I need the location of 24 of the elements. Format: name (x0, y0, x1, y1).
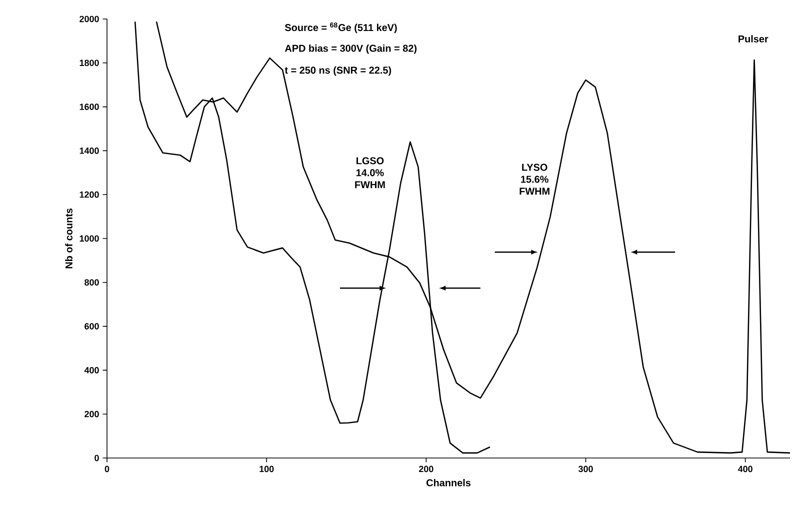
y-tick-label: 0 (94, 454, 99, 462)
annotation: APD bias = 300V (Gain = 82) (284, 44, 417, 54)
x-tick-label: 0 (104, 466, 110, 472)
x-tick-label: 300 (578, 466, 593, 472)
y-tick-label: 200 (84, 410, 99, 418)
annotation: t = 250 ns (SNR = 22.5) (284, 66, 392, 76)
y-tick-label: 800 (84, 279, 99, 286)
y-tick-label: 1800 (80, 60, 99, 66)
y-tick-label: 2000 (80, 16, 99, 22)
y-tick-label: 600 (84, 323, 99, 330)
annotation: LGSO 14.0% FWHM (355, 157, 385, 188)
annotation: Source = $^{68}$Ge (511 keV) (284, 22, 397, 34)
y-axis-title: Nb of counts (65, 208, 72, 268)
y-tick-label: 400 (84, 367, 99, 374)
y-tick-label: 1600 (80, 104, 99, 110)
x-tick-label: 400 (738, 466, 752, 472)
y-tick-label: 1200 (80, 191, 99, 198)
x-tick-label: 100 (260, 466, 274, 472)
annotation: Pulser (738, 35, 768, 42)
x-axis-title: Channels (426, 478, 471, 486)
y-tick-label: 1000 (80, 235, 99, 242)
annotation: LYSO 15.6% FWHM (520, 164, 550, 195)
y-tick-label: 1400 (80, 148, 99, 154)
x-tick-label: 200 (418, 466, 434, 472)
